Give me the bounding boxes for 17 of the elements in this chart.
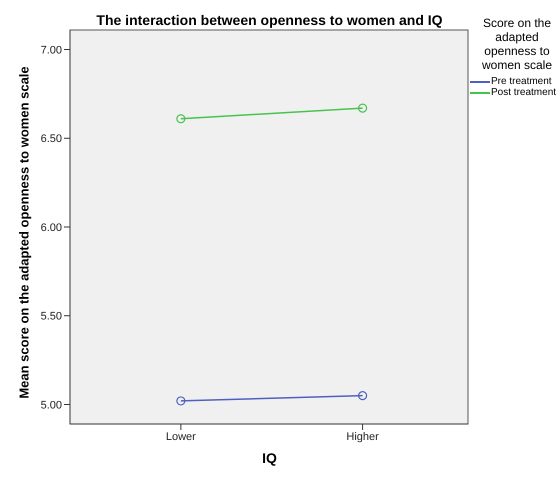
y-axis-title: Mean score on the adapted openness to women scale	[16, 65, 32, 401]
x-tick-label: Lower	[166, 430, 196, 443]
point	[358, 103, 368, 113]
x-axis-title: IQ	[261, 450, 278, 466]
point	[176, 396, 186, 406]
y-tick-label: 5.00	[40, 399, 62, 412]
legend-label: Pre treatment	[490, 76, 553, 87]
legend-title: Score on the adapted openness to women scale	[480, 16, 554, 72]
y-tick-label: 6.00	[40, 222, 62, 234]
x-tick-label: Higher	[346, 430, 380, 443]
y-tick-label: 6.50	[40, 133, 62, 146]
legend-label: Post treatment	[490, 87, 558, 98]
y-tick-label: 5.50	[40, 310, 62, 323]
chart-title: The interaction between openness to women and IQ	[95, 12, 444, 28]
point	[358, 391, 368, 400]
point	[176, 114, 186, 124]
y-tick-label: 7.00	[40, 44, 62, 56]
